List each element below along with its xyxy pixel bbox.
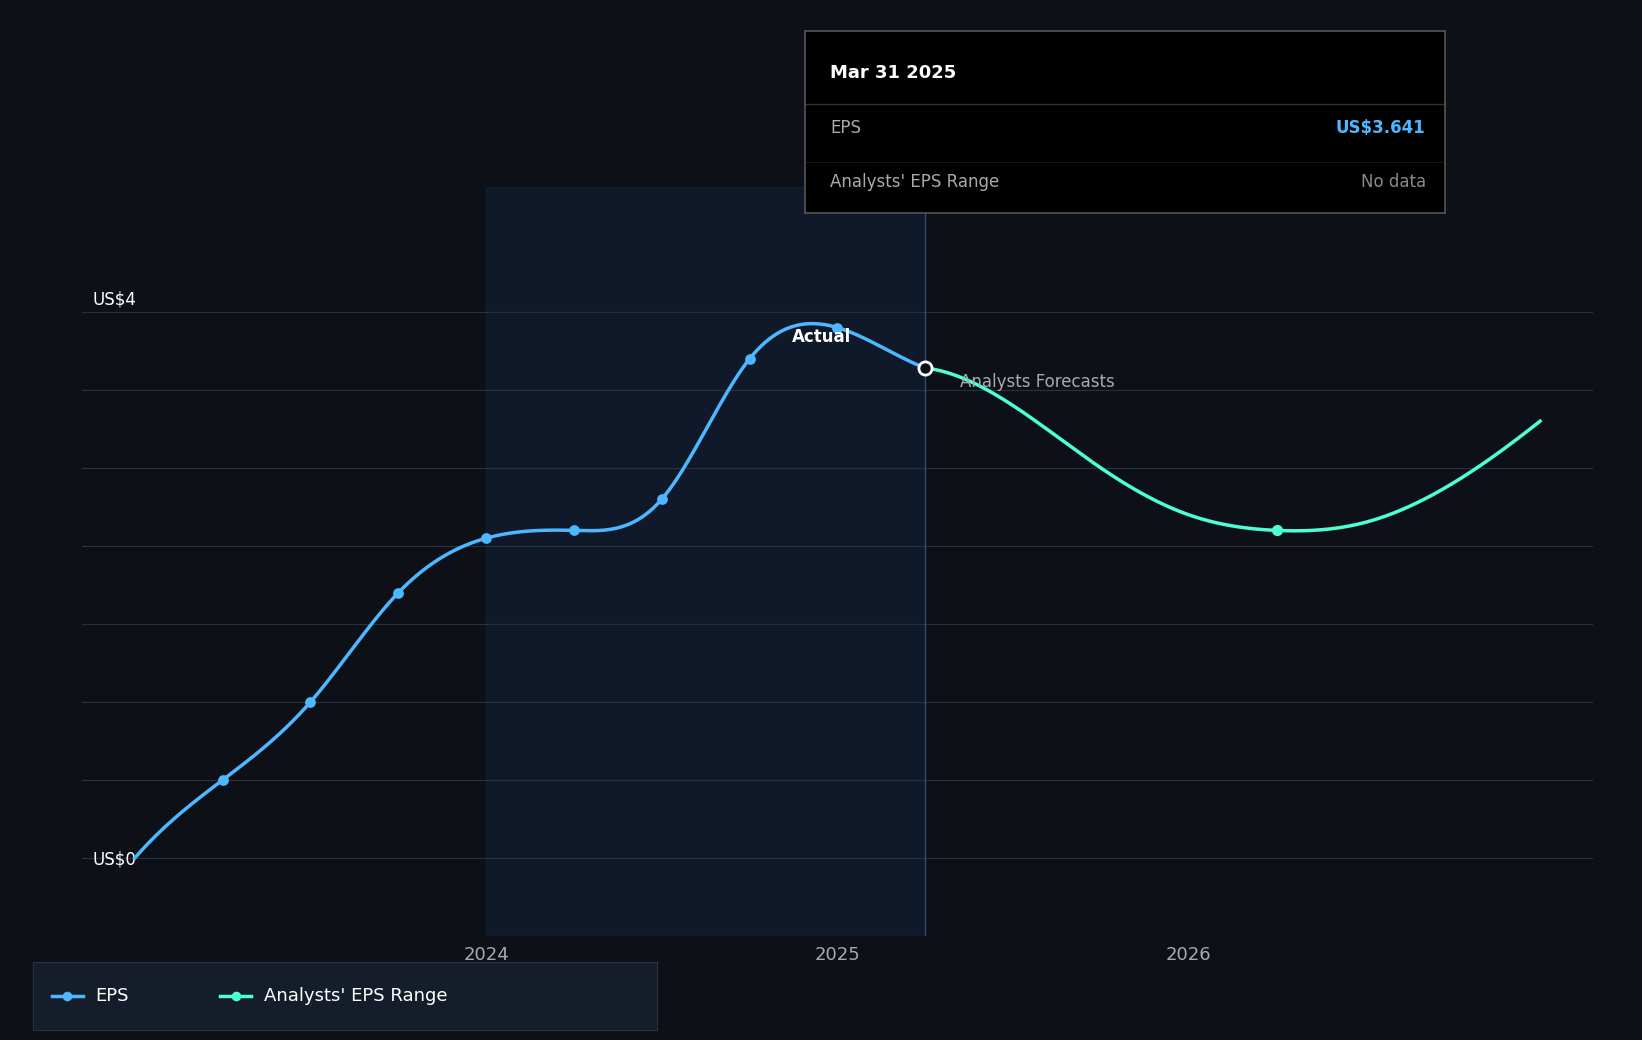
Point	[223, 988, 250, 1005]
Point	[911, 360, 938, 376]
Point	[54, 988, 80, 1005]
Bar	[486, 187, 924, 936]
Text: Analysts' EPS Range: Analysts' EPS Range	[831, 173, 1000, 191]
Text: US$0: US$0	[92, 851, 136, 868]
Text: Actual: Actual	[791, 329, 852, 346]
Point	[649, 491, 675, 508]
Point	[1263, 522, 1289, 539]
Point	[737, 350, 764, 367]
Text: EPS: EPS	[831, 119, 860, 136]
Text: US$4: US$4	[92, 291, 136, 309]
Text: No data: No data	[1361, 173, 1425, 191]
Point	[210, 772, 236, 788]
Point	[297, 694, 323, 710]
Point	[386, 584, 412, 601]
Text: Analysts Forecasts: Analysts Forecasts	[961, 373, 1115, 391]
Point	[473, 530, 499, 547]
Point	[562, 522, 588, 539]
Text: Mar 31 2025: Mar 31 2025	[831, 64, 956, 82]
Text: EPS: EPS	[95, 987, 128, 1005]
Text: US$3.641: US$3.641	[1337, 119, 1425, 136]
Text: Analysts' EPS Range: Analysts' EPS Range	[264, 987, 447, 1005]
Point	[824, 319, 851, 336]
